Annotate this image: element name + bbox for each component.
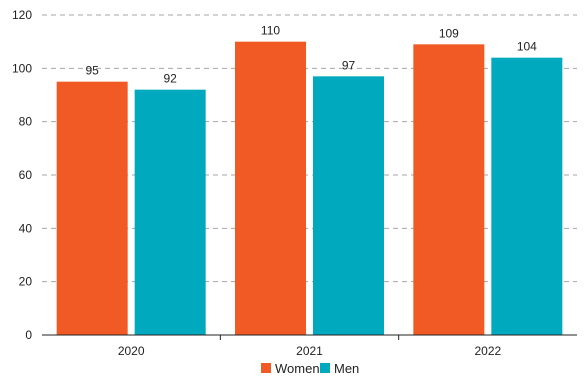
bar-men-2021 xyxy=(313,76,384,335)
y-tick-label: 120 xyxy=(12,8,32,22)
bar-men-2022 xyxy=(491,57,563,336)
data-label: 92 xyxy=(163,72,177,86)
data-label: 95 xyxy=(85,64,99,78)
y-axis-ticks: 0 20 40 60 80 100 120 xyxy=(12,8,32,342)
data-label: 104 xyxy=(517,40,537,54)
data-label: 110 xyxy=(261,24,280,38)
legend: Women Men xyxy=(261,361,359,376)
x-tick-label: 2021 xyxy=(296,344,323,358)
x-tick-label: 2020 xyxy=(118,344,145,358)
bar-men-2020 xyxy=(134,89,206,336)
grid-lines xyxy=(42,14,577,283)
bar-women-2021 xyxy=(235,41,306,336)
legend-label: Men xyxy=(334,361,359,376)
y-tick-label: 0 xyxy=(25,328,32,342)
y-tick-label: 40 xyxy=(19,221,33,235)
x-tick-label: 2022 xyxy=(474,344,501,358)
y-tick-label: 80 xyxy=(19,115,33,129)
legend-swatch xyxy=(261,363,271,373)
legend-swatch xyxy=(320,363,330,373)
bars xyxy=(56,41,563,336)
x-axis-ticks: 2020 2021 2022 xyxy=(118,335,502,358)
bar-women-2020 xyxy=(56,81,128,336)
data-label: 109 xyxy=(439,26,459,40)
data-labels: 95 92 110 97 109 104 xyxy=(85,24,537,86)
y-tick-label: 20 xyxy=(19,275,33,289)
data-label: 97 xyxy=(342,58,356,72)
bar-women-2022 xyxy=(413,44,485,335)
y-tick-label: 60 xyxy=(19,168,33,182)
legend-label: Women xyxy=(275,361,320,376)
y-tick-label: 100 xyxy=(12,61,32,75)
